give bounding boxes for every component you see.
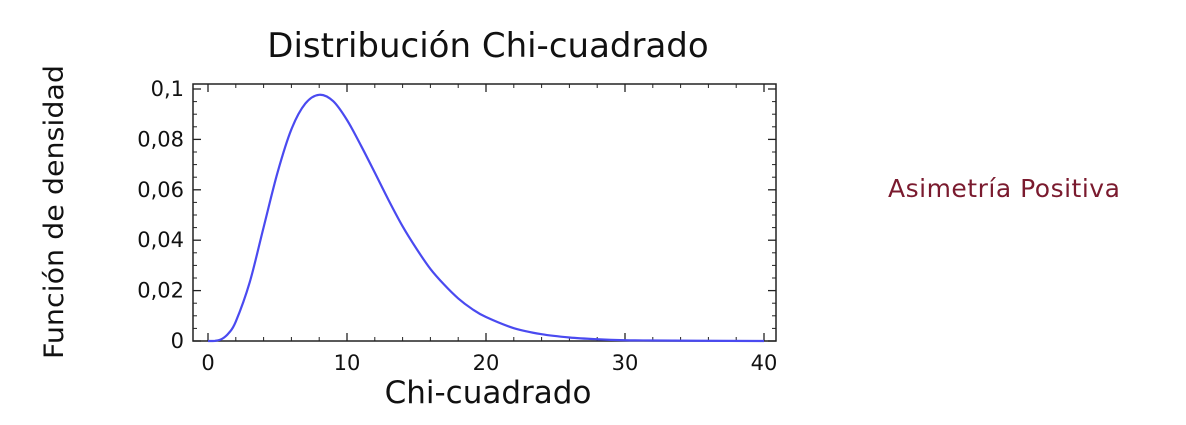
tick-labels: 0 10 20 30 40 0 0,02 0,04 0,06 0,08 0,1 — [137, 77, 777, 375]
x-tick-label: 10 — [334, 351, 361, 375]
plot-frame — [192, 83, 777, 342]
x-tick-label: 20 — [473, 351, 500, 375]
positive-skew-note: Asimetría Positiva — [888, 174, 1121, 203]
y-tick-label: 0,02 — [137, 279, 184, 303]
y-tick-label: 0,04 — [137, 228, 184, 252]
x-tick-label: 30 — [612, 351, 639, 375]
y-tick-label: 0,08 — [137, 127, 184, 151]
y-tick-label: 0 — [171, 329, 184, 353]
density-curve-line — [207, 93, 765, 343]
x-axis-label: Chi-cuadrado — [385, 375, 592, 411]
x-tick-label: 0 — [201, 351, 214, 375]
axis-ticks — [193, 84, 776, 342]
x-tick-label: 40 — [751, 351, 778, 375]
y-tick-label: 0,1 — [151, 77, 184, 101]
y-tick-label: 0,06 — [137, 178, 184, 202]
y-axis-label: Función de densidad — [39, 65, 70, 359]
chart-title: Distribución Chi-cuadrado — [267, 26, 708, 66]
